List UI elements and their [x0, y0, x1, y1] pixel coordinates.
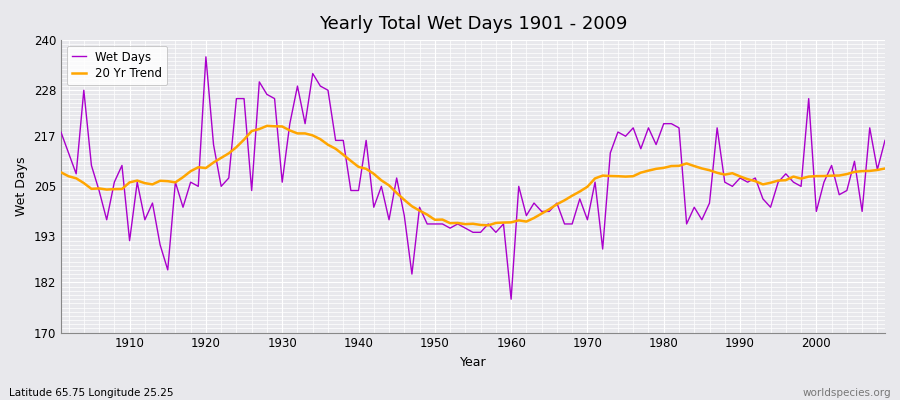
Legend: Wet Days, 20 Yr Trend: Wet Days, 20 Yr Trend	[67, 46, 166, 85]
Line: 20 Yr Trend: 20 Yr Trend	[61, 126, 885, 225]
20 Yr Trend	[262, 124, 273, 128]
Wet Days	[117, 163, 128, 168]
Wet Days	[613, 130, 624, 134]
Wet Days	[506, 297, 517, 302]
Wet Days	[292, 84, 303, 88]
Y-axis label: Wet Days: Wet Days	[15, 156, 28, 216]
Line: Wet Days: Wet Days	[61, 57, 885, 299]
20 Yr Trend	[292, 131, 303, 136]
Wet Days	[338, 138, 348, 143]
Text: worldspecies.org: worldspecies.org	[803, 388, 891, 398]
Title: Yearly Total Wet Days 1901 - 2009: Yearly Total Wet Days 1901 - 2009	[319, 15, 627, 33]
Wet Days	[521, 213, 532, 218]
20 Yr Trend	[338, 152, 348, 157]
Text: Latitude 65.75 Longitude 25.25: Latitude 65.75 Longitude 25.25	[9, 388, 174, 398]
X-axis label: Year: Year	[460, 356, 486, 369]
20 Yr Trend	[613, 174, 624, 179]
20 Yr Trend	[482, 223, 493, 228]
Wet Days	[879, 138, 890, 143]
20 Yr Trend	[56, 170, 67, 175]
20 Yr Trend	[521, 219, 532, 224]
Wet Days	[513, 184, 524, 189]
20 Yr Trend	[117, 186, 128, 191]
20 Yr Trend	[513, 218, 524, 223]
20 Yr Trend	[879, 166, 890, 171]
Wet Days	[56, 130, 67, 134]
Wet Days	[201, 54, 212, 59]
